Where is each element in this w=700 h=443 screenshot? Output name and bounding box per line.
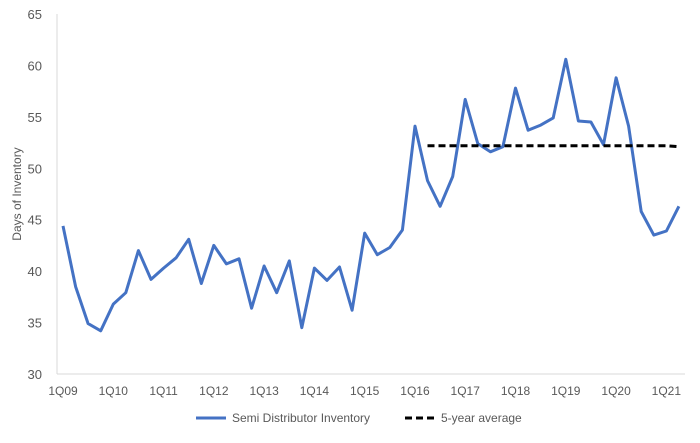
series-line-semi-distributor-inventory xyxy=(63,59,679,331)
legend-label-5-year-average: 5-year average xyxy=(441,411,522,425)
x-tick-label: 1Q15 xyxy=(350,384,380,398)
y-tick-label: 60 xyxy=(28,58,42,73)
x-tick-label: 1Q10 xyxy=(99,384,129,398)
x-tick-label: 1Q21 xyxy=(652,384,682,398)
y-axis-ticks: 30 35 40 45 50 55 60 65 xyxy=(28,7,42,382)
x-tick-label: 1Q14 xyxy=(300,384,330,398)
legend: Semi Distributor Inventory 5-year averag… xyxy=(196,411,522,425)
series-line-5-year-average xyxy=(428,146,679,147)
x-tick-label: 1Q09 xyxy=(48,384,78,398)
y-tick-label: 50 xyxy=(28,161,42,176)
x-tick-label: 1Q18 xyxy=(501,384,531,398)
y-tick-label: 30 xyxy=(28,367,42,382)
x-tick-label: 1Q12 xyxy=(199,384,229,398)
y-axis-label: Days of Inventory xyxy=(10,147,24,240)
legend-label-semi-distributor-inventory: Semi Distributor Inventory xyxy=(232,411,370,425)
x-tick-label: 1Q19 xyxy=(551,384,581,398)
x-tick-label: 1Q17 xyxy=(451,384,481,398)
y-tick-label: 40 xyxy=(28,264,42,279)
x-tick-label: 1Q11 xyxy=(149,384,178,398)
x-axis-ticks: 1Q09 1Q10 1Q11 1Q12 1Q13 1Q14 1Q15 1Q16 1Q17 1Q18… xyxy=(48,384,681,398)
x-tick-label: 1Q13 xyxy=(249,384,279,398)
y-tick-label: 35 xyxy=(28,316,42,331)
series-group xyxy=(63,59,679,331)
y-tick-label: 55 xyxy=(28,110,42,125)
y-tick-label: 45 xyxy=(28,213,42,228)
x-tick-label: 1Q20 xyxy=(601,384,631,398)
y-tick-label: 65 xyxy=(28,7,42,22)
x-tick-label: 1Q16 xyxy=(400,384,430,398)
